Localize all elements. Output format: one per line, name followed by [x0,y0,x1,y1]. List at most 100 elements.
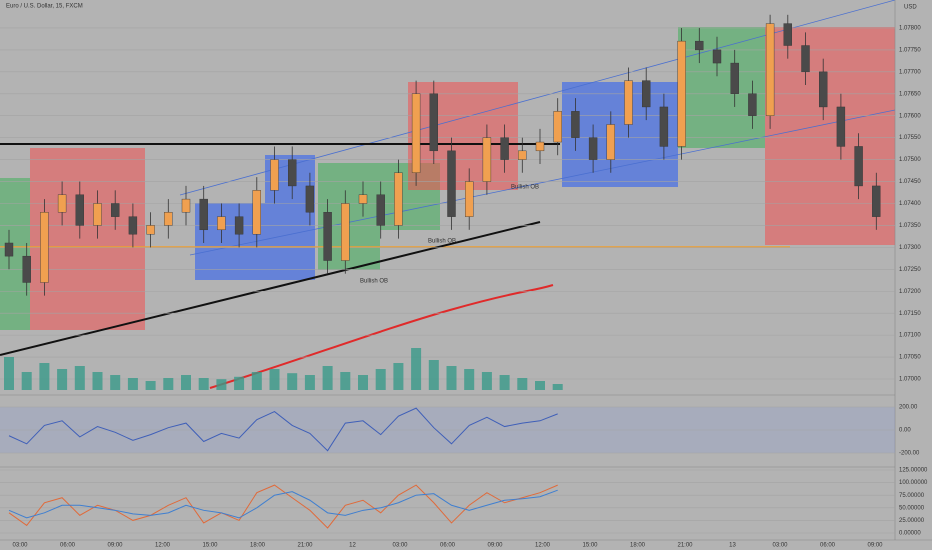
volume-bar [127,378,138,390]
candle-body [500,137,509,160]
y-tick-label: 1.07800 [899,26,921,32]
volume-bar [181,375,191,390]
candle-body [394,172,403,226]
candle-body [447,150,456,217]
x-tick-label: 06:00 [440,543,456,549]
candle-body [199,198,208,231]
zone [0,178,30,330]
y-tick-label: 200.00 [899,405,918,411]
y-tick-label: 1.07750 [899,47,921,53]
volume-bar [74,366,85,390]
x-tick-label: 18:00 [250,543,266,549]
x-tick-label: 15:00 [202,543,218,549]
candle-body [75,194,85,226]
zone [408,82,518,190]
stoch-line [8,489,558,519]
candle-body [164,212,173,226]
candle-body [465,181,474,217]
volume-bar [393,363,404,390]
y-tick-label: 1.07150 [899,311,921,317]
candle-body [128,216,138,235]
volume-bar [4,357,14,390]
volume-bar [216,379,227,390]
volume-bar [464,369,475,390]
volume-bar [411,348,422,390]
candle-body [588,137,598,160]
candle-body [305,185,315,213]
candle-body [22,255,31,283]
moving-average [209,284,554,389]
x-tick-label: 12:00 [155,543,171,549]
y-tick-label: 1.07500 [899,157,921,163]
volume-bar [446,366,457,390]
y-tick-label: 1.07000 [899,377,921,383]
x-tick-label: 15:00 [582,543,598,549]
candle-body [765,23,775,116]
x-tick-label: 18:00 [630,543,646,549]
volume-bar [269,369,280,390]
x-tick-label: 09:00 [867,543,883,549]
candle-body [482,137,492,182]
volume-bar [552,384,563,390]
annotation: Bullish OB [511,185,539,191]
volume-bar [198,378,209,390]
volume-bar [92,372,103,390]
candle-body [376,194,385,226]
cci-line [8,407,558,452]
y-tick-label: 50.00000 [899,505,925,511]
candle-body [93,203,102,226]
y-tick-label: 1.07550 [899,135,921,141]
x-tick-label: 03:00 [772,543,788,549]
y-tick-label: 1.07050 [899,355,921,361]
y-tick-label: 25.00000 [899,518,925,524]
candle-body [146,225,155,235]
y-tick-label: 1.07650 [899,91,921,97]
x-tick-label: 06:00 [60,543,76,549]
volume-bar [57,369,68,390]
channel-line [189,109,896,256]
candle-body [836,106,846,147]
annotation: Bullish OB [360,279,388,285]
candle-body [642,80,651,108]
x-tick-label: 13 [729,543,736,549]
candle-body [40,212,49,283]
candle-body [819,71,828,108]
volume-bar [322,366,333,390]
candle-body [553,111,562,143]
chart-title: Euro / U.S. Dollar, 15, FXCM [6,4,83,10]
candle-body [606,124,615,160]
y-tick-label: 1.07300 [899,245,921,251]
candle-body [429,93,438,152]
candle-body [341,203,350,261]
x-tick-label: 12 [349,543,356,549]
volume-bar [535,381,545,390]
candle-body [801,45,810,73]
channel-line [179,0,896,196]
y-tick-label: 75.00000 [899,493,925,499]
candle-body [854,146,863,187]
candle-body [518,150,527,160]
x-tick-label: 06:00 [820,543,836,549]
x-tick-label: 09:00 [487,543,503,549]
y-tick-label: 1.07100 [899,333,921,339]
x-tick-label: 03:00 [12,543,28,549]
candle-body [181,198,191,213]
currency-label: USD [904,5,917,11]
volume-bar [428,360,439,390]
volume-bar [110,375,121,390]
y-tick-label: 0.00000 [899,531,921,537]
volume-bar [481,372,492,390]
candle-body [252,190,262,235]
volume-bar [234,376,245,390]
candle-body [217,216,226,231]
candle-body [110,203,120,217]
candle-body [659,106,669,147]
y-tick-label: 0.00 [899,428,911,434]
candle-body [4,242,14,257]
x-tick-label: 12:00 [535,543,551,549]
y-tick-label: 1.07350 [899,223,921,229]
x-tick-label: 21:00 [297,543,313,549]
candle-body [535,141,545,152]
